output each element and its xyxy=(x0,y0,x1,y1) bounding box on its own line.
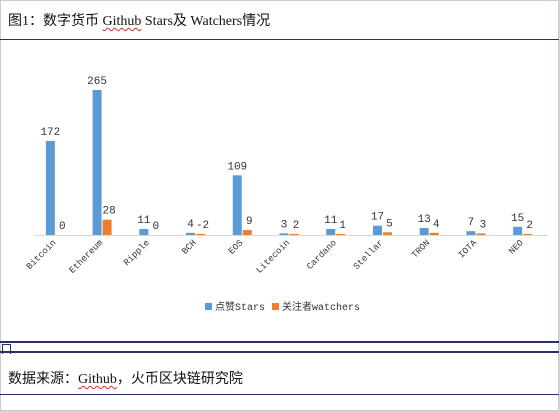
source-note: 数据来源：Github，火币区块链研究院 xyxy=(8,370,243,390)
source-github-word: Github xyxy=(78,372,117,387)
stars-bar-litecoin xyxy=(279,233,289,235)
stars-bar-stellar xyxy=(372,225,382,235)
legend-watchers-label: 关注者watchers xyxy=(282,300,360,314)
title-github-word: Github xyxy=(102,14,142,29)
table-row-marker xyxy=(2,344,11,354)
watchers-value-label-litecoin: 2 xyxy=(293,220,300,232)
stars-bar-ripple xyxy=(139,228,149,235)
watchers-bar-bch xyxy=(196,233,206,235)
stars-bar-iota xyxy=(466,231,476,235)
x-tick-label-neo: NEO xyxy=(507,238,526,257)
stars-bar-bch xyxy=(186,232,196,235)
source-bottom-rule xyxy=(0,394,559,395)
watchers-bar-eos xyxy=(242,230,252,235)
title-rule xyxy=(0,39,559,40)
x-tick-label-bitcoin: Bitcoin xyxy=(25,238,59,272)
stars-value-label-ethereum: 265 xyxy=(87,76,107,88)
watchers-value-label-stellar: 5 xyxy=(386,218,393,230)
watchers-value-label-ripple: 0 xyxy=(153,221,160,233)
watchers-value-label-iota: 3 xyxy=(480,219,487,231)
stars-value-label-neo: 15 xyxy=(511,213,524,225)
stars-bar-tron xyxy=(419,227,429,235)
stars-value-label-eos: 109 xyxy=(227,161,247,173)
watchers-bar-tron xyxy=(429,232,439,235)
stars-value-label-ripple: 11 xyxy=(137,215,151,227)
stars-value-label-cardano: 11 xyxy=(324,215,338,227)
stars-bar-cardano xyxy=(326,228,336,235)
watchers-bar-ethereum xyxy=(102,219,112,235)
watchers-bar-stellar xyxy=(382,232,392,235)
watchers-bar-neo xyxy=(523,233,533,235)
stars-value-label-bch: 4 xyxy=(187,219,194,231)
x-tick-label-cardano: Cardano xyxy=(305,238,339,272)
watchers-value-label-eos: 9 xyxy=(246,216,253,228)
x-tick-label-stellar: Stellar xyxy=(352,238,386,272)
watchers-bar-litecoin xyxy=(289,233,299,235)
x-tick-label-bch: BCH xyxy=(180,238,199,257)
figure-title: 图1：数字货币 Github Stars及 Watchers情况 xyxy=(8,12,270,32)
legend-stars-label: 点赞Stars xyxy=(215,300,265,314)
stars-bar-ethereum xyxy=(92,90,102,235)
stars-value-label-stellar: 17 xyxy=(371,212,384,224)
stars-bar-neo xyxy=(513,226,523,235)
chart-bottom-rule-2 xyxy=(0,351,559,353)
stars-value-label-iota: 7 xyxy=(468,217,475,229)
chart-area: 172 0 Bitcoin 265 28 Ethereum 11 0 Ripple 4 -2 BCH 1… xyxy=(0,40,559,340)
watchers-value-label-bitcoin: 0 xyxy=(59,221,66,233)
title-prefix: 图1：数字货币 xyxy=(8,14,103,29)
watchers-value-label-bch: -2 xyxy=(196,220,209,232)
x-tick-label-tron: TRON xyxy=(410,238,432,260)
watchers-bar-cardano xyxy=(336,234,346,235)
stars-bar-eos xyxy=(232,175,242,235)
chart-bottom-rule xyxy=(0,341,559,343)
stars-value-label-litecoin: 3 xyxy=(281,219,288,231)
watchers-value-label-ethereum: 28 xyxy=(102,206,115,218)
x-tick-label-litecoin: Litecoin xyxy=(254,238,292,276)
stars-value-label-bitcoin: 172 xyxy=(40,127,60,139)
title-suffix: Stars及 Watchers情况 xyxy=(141,14,271,29)
source-suffix: ，火币区块链研究院 xyxy=(116,372,243,387)
legend-stars-swatch xyxy=(205,303,212,310)
x-tick-label-ethereum: Ethereum xyxy=(68,238,106,276)
stars-bar-bitcoin xyxy=(45,140,55,235)
watchers-bar-iota xyxy=(476,233,486,235)
watchers-value-label-cardano: 1 xyxy=(339,220,346,232)
legend-watchers-swatch xyxy=(272,303,279,310)
x-tick-label-eos: EOS xyxy=(227,238,246,257)
x-tick-label-ripple: Ripple xyxy=(122,238,152,268)
source-prefix: 数据来源： xyxy=(8,372,78,387)
stars-value-label-tron: 13 xyxy=(418,214,431,226)
x-tick-label-iota: IOTA xyxy=(457,238,480,261)
watchers-value-label-tron: 4 xyxy=(433,219,440,231)
watchers-value-label-neo: 2 xyxy=(526,220,533,232)
